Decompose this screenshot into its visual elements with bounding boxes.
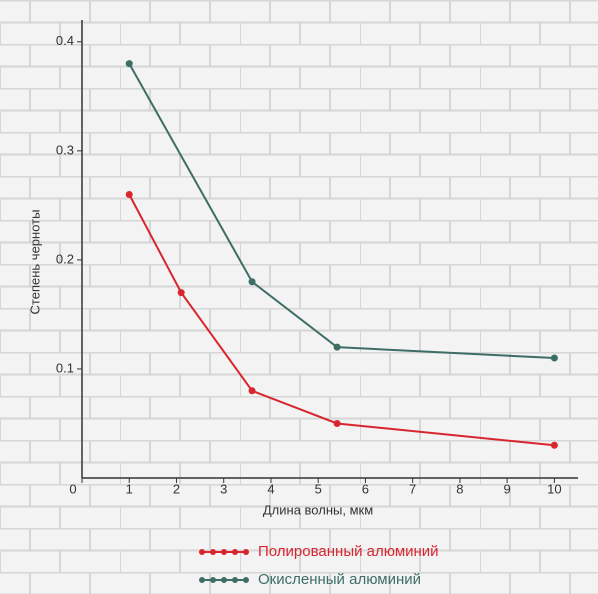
series-line [128,63,555,360]
x-tick-label: 4 [267,481,274,496]
x-tick-label: 10 [547,481,561,496]
x-tick-label: 9 [504,481,511,496]
data-point [125,60,133,68]
data-point [177,289,185,297]
x-tick-label: 6 [362,481,369,496]
y-tick-label: 0.2 [56,251,74,266]
x-tick-label: 5 [315,481,322,496]
legend-label: Окисленный алюминий [258,571,421,588]
data-point [248,278,256,286]
x-tick-label: 0 [69,481,76,496]
legend-swatch-dot [199,577,205,583]
legend-swatch-dot [243,577,249,583]
legend-swatch-dot [232,577,238,583]
legend-swatch-dot [199,549,205,555]
data-point [550,441,558,449]
legend-swatch-dot [210,577,216,583]
x-tick-label: 7 [409,481,416,496]
data-point [333,419,341,427]
x-tick-label: 8 [456,481,463,496]
y-tick-label: 0.1 [56,360,74,375]
data-point [333,343,341,351]
x-tick-label: 1 [126,481,133,496]
x-axis-label: Длина волны, мкм [263,502,373,517]
legend-label: Полированный алюминий [258,543,439,560]
y-tick-label: 0.4 [56,33,74,48]
legend-swatch-dot [221,549,227,555]
data-point [248,387,256,395]
legend-swatch-dot [243,549,249,555]
legend-swatch-dot [232,549,238,555]
x-tick-label: 3 [220,481,227,496]
legend-swatch-dot [210,549,216,555]
y-axis-label: Степень черноты [27,210,42,315]
data-point [550,354,558,362]
y-tick-label: 0.3 [56,142,74,157]
data-point [125,190,133,198]
x-tick-label: 2 [173,481,180,496]
legend-swatch-dot [221,577,227,583]
